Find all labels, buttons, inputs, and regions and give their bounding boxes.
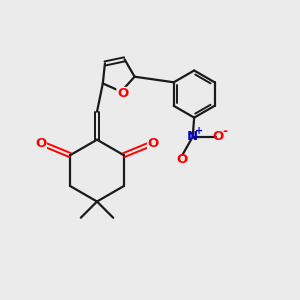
Text: O: O bbox=[177, 153, 188, 166]
Text: O: O bbox=[35, 137, 46, 150]
Text: N: N bbox=[187, 130, 198, 143]
Text: O: O bbox=[117, 88, 128, 100]
Text: O: O bbox=[212, 130, 223, 143]
Text: -: - bbox=[223, 125, 228, 138]
Text: +: + bbox=[195, 126, 203, 136]
Text: O: O bbox=[148, 137, 159, 150]
